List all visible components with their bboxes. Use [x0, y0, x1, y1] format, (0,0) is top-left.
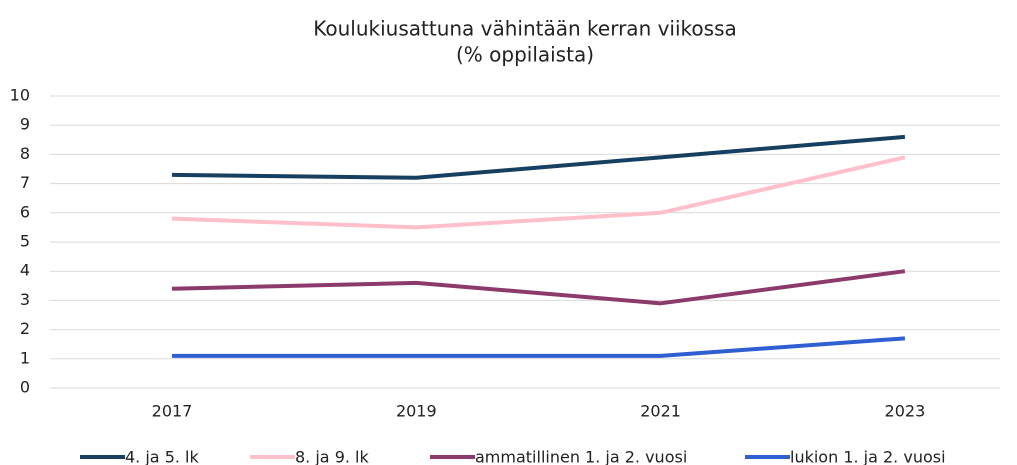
series-line: [171, 155, 906, 230]
y-tick-label: 1: [20, 348, 30, 367]
chart-title: Koulukiusattuna vähintään kerran viikoss…: [313, 17, 737, 41]
y-tick-label: 9: [20, 115, 30, 134]
x-tick-label: 2017: [152, 402, 193, 421]
x-tick-label: 2019: [396, 402, 437, 421]
series-line: [171, 269, 906, 306]
y-tick-label: 4: [20, 261, 30, 280]
series-line: [172, 336, 906, 358]
legend-label: lukion 1. ja 2. vuosi: [790, 448, 946, 465]
x-tick-label: 2023: [885, 402, 926, 421]
legend-label: 8. ja 9. lk: [295, 448, 369, 465]
x-tick-label: 2021: [640, 402, 681, 421]
y-tick-label: 6: [20, 202, 30, 221]
y-tick-label: 0: [20, 378, 30, 397]
y-tick-label: 5: [20, 232, 30, 251]
y-tick-label: 2: [20, 319, 30, 338]
legend-label: ammatillinen 1. ja 2. vuosi: [475, 448, 687, 465]
series-line: [171, 134, 906, 180]
legend-label: 4. ja 5. lk: [125, 448, 199, 465]
y-tick-label: 7: [20, 173, 30, 192]
y-tick-label: 8: [20, 144, 30, 163]
y-tick-label: 3: [20, 290, 30, 309]
y-tick-label: 10: [10, 86, 30, 105]
chart-subtitle: (% oppilaista): [456, 43, 594, 67]
